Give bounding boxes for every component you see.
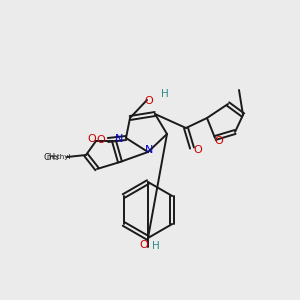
Text: CH₃: CH₃ [43, 152, 59, 161]
Text: O: O [194, 145, 202, 155]
Text: N: N [115, 134, 123, 144]
Text: O: O [145, 96, 153, 106]
Text: O: O [97, 135, 105, 145]
Text: O: O [214, 136, 224, 146]
Text: N: N [145, 145, 153, 155]
Text: O: O [88, 134, 96, 144]
Text: O: O [140, 240, 148, 250]
Text: methyl: methyl [47, 154, 71, 160]
Text: H: H [152, 241, 160, 251]
Text: H: H [161, 89, 169, 99]
